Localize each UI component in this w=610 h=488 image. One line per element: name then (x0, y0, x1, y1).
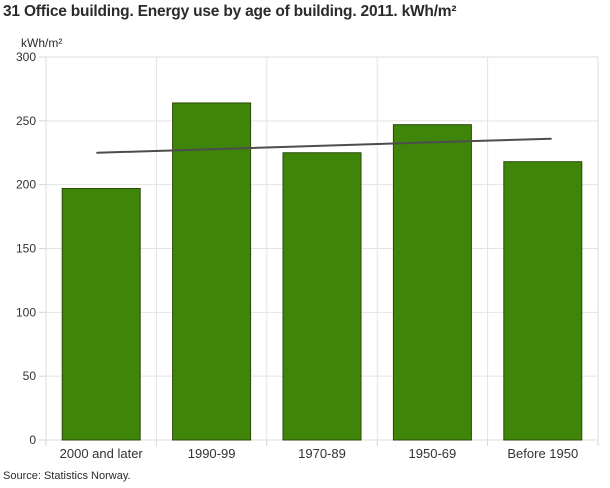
y-axis-unit-label: kWh/m² (21, 36, 63, 50)
x-axis-label-2000-and-later: 2000 and later (60, 446, 144, 461)
y-axis-label-250: 250 (16, 114, 36, 128)
y-axis-label-150: 150 (16, 242, 36, 256)
x-axis-label-before-1950: Before 1950 (507, 446, 578, 461)
x-axis-label-1990-99: 1990-99 (188, 446, 236, 461)
x-axis-label-1950-69: 1950-69 (409, 446, 457, 461)
bar-before-1950 (503, 161, 583, 441)
y-axis-label-100: 100 (16, 305, 36, 319)
y-axis-label-0: 0 (29, 433, 36, 447)
bar-2000-and-later (61, 187, 141, 441)
bar-1970-89 (282, 152, 362, 441)
trend-line (96, 137, 552, 154)
source-note: Source: Statistics Norway. (3, 470, 131, 482)
y-axis-label-50: 50 (23, 369, 37, 383)
x-axis-label-1970-89: 1970-89 (298, 446, 346, 461)
y-axis-label-200: 200 (16, 178, 36, 192)
chart-title: 31 Office building. Energy use by age of… (3, 3, 457, 20)
y-axis-label-300: 300 (16, 50, 36, 64)
bar-1950-69 (392, 124, 472, 441)
bar-1990-99 (172, 102, 252, 441)
